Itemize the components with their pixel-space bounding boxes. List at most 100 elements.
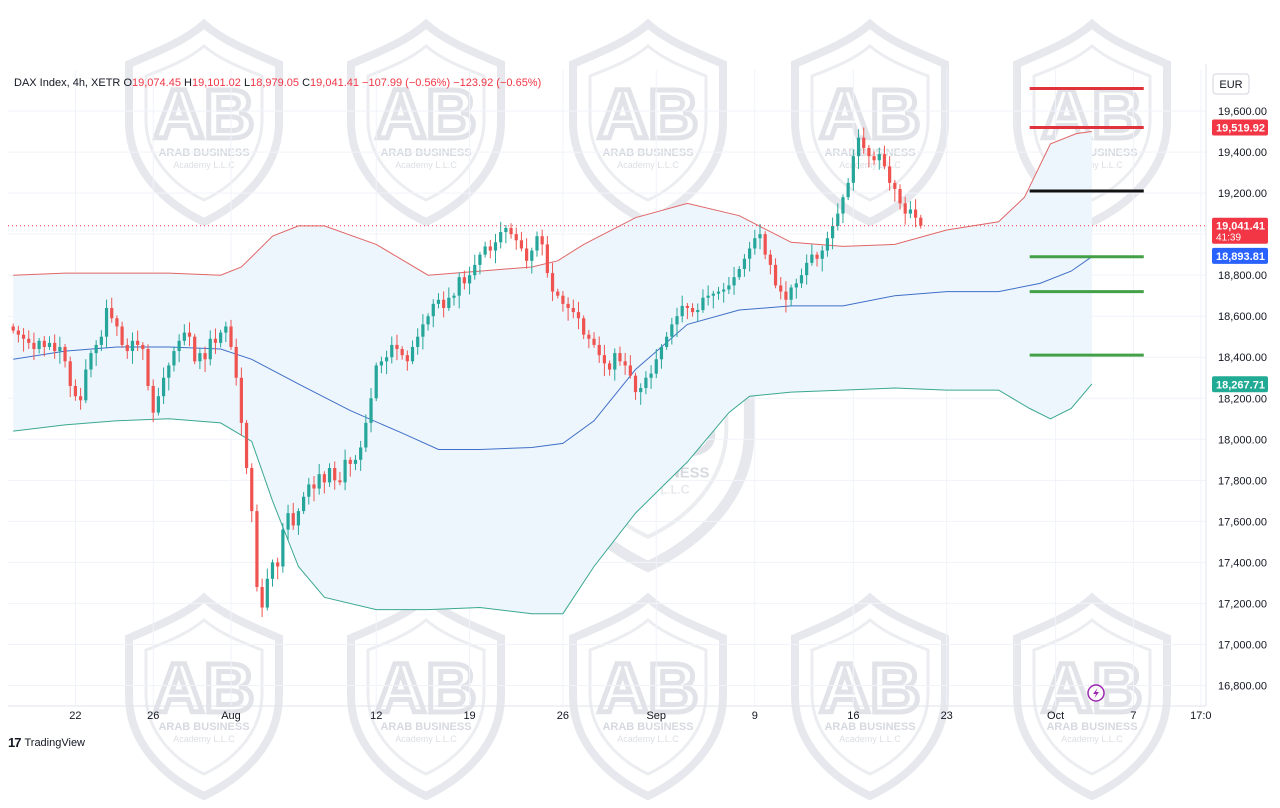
candle-up (156, 396, 161, 413)
candle-down (602, 355, 607, 364)
candle-down (120, 326, 124, 345)
x-tick-label: 7 (1130, 710, 1136, 722)
candle-up (94, 344, 98, 354)
watermark-subtext: Academy L.L.C (395, 160, 457, 170)
candle-up (810, 254, 814, 263)
symbol-title[interactable]: DAX Index, 4h, XETR (14, 77, 121, 89)
currency-box (1212, 73, 1250, 95)
candle-down (291, 513, 295, 526)
candle-down (628, 365, 632, 376)
candle-down (872, 156, 876, 161)
watermark-subtext: Academy L.L.C (173, 160, 235, 170)
candlestick-series (8, 127, 1206, 617)
candle-up (675, 316, 679, 325)
watermark-logo-letters: AB (153, 75, 254, 153)
candle-down (903, 203, 907, 214)
x-tick-label: 12 (370, 710, 382, 722)
y-tick-label: 18,800.00 (1218, 270, 1267, 282)
change-value: −107.99 (−0.56%) (362, 77, 451, 89)
x-tick-label: Oct (1047, 710, 1064, 722)
price-tag-label: 18,267.71 (1216, 379, 1265, 391)
candle-up (530, 250, 534, 261)
x-tick-label: 23 (941, 710, 953, 722)
open-label: O (123, 77, 133, 89)
candle-down (125, 344, 129, 352)
candle-up (659, 346, 664, 360)
x-tick-label: Sep (646, 710, 666, 722)
x-tick-label: 9 (752, 710, 758, 722)
time-axis[interactable]: 22 26 Aug 12 19 26 Sep 9 16 23 Oct 7 17:0 (69, 684, 1212, 722)
y-tick-label: 17,400.00 (1218, 557, 1267, 569)
candle-down (597, 344, 601, 356)
candle-down (213, 338, 218, 343)
tradingview-brand[interactable]: 17 TradingView (8, 735, 85, 750)
candle-up (296, 511, 301, 526)
bollinger-lower-line (13, 383, 1093, 615)
candle-up (483, 246, 487, 255)
candle-up (670, 324, 674, 337)
y-tick-label: 17,200.00 (1218, 598, 1267, 610)
candle-up (219, 332, 223, 343)
candle-up (307, 484, 311, 497)
candle-down (229, 326, 233, 347)
price-tag-label: 19,041.41 (1216, 221, 1265, 233)
candle-up (825, 238, 830, 251)
candle-up (421, 324, 425, 337)
candle-up (856, 137, 861, 157)
candle-down (773, 264, 778, 286)
candle-down (21, 334, 26, 339)
price-tag-label: 19,519.92 (1216, 122, 1265, 134)
candle-up (701, 297, 705, 311)
candle-down (690, 307, 695, 313)
candle-up (830, 225, 835, 239)
tradingview-logo-icon: 17 (8, 735, 22, 750)
candle-down (151, 385, 155, 413)
candle-down (136, 340, 140, 345)
candle-down (514, 234, 518, 241)
candle-up (369, 398, 373, 423)
candle-up (727, 285, 731, 290)
candle-up (359, 447, 363, 460)
candle-up (846, 182, 850, 198)
candle-down (203, 353, 207, 360)
candle-down (561, 295, 565, 304)
price-tag-label: 18,893.81 (1216, 251, 1265, 263)
candle-up (302, 496, 306, 512)
price-tag-box (1212, 119, 1268, 136)
watermark-text: ARAB BUSINESS (602, 721, 693, 733)
lightning-icon (1087, 684, 1105, 702)
candle-up (270, 562, 275, 579)
x-tick-label: 26 (557, 710, 569, 722)
candle-up (84, 369, 88, 401)
candle-down (42, 340, 46, 347)
currency-label: EUR (1219, 79, 1242, 91)
x-tick-label: Aug (221, 710, 241, 722)
candle-up (281, 529, 285, 567)
candle-up (286, 513, 290, 530)
candle-up (499, 232, 503, 243)
candle-up (364, 422, 368, 448)
y-tick-label: 17,600.00 (1218, 516, 1267, 528)
tradingview-label: TradingView (24, 736, 86, 749)
candle-up (639, 388, 643, 393)
y-tick-label: 18,400.00 (1218, 352, 1267, 364)
candle-up (877, 154, 881, 161)
candle-up (353, 459, 358, 464)
candle-down (779, 285, 783, 292)
candle-up (696, 310, 700, 313)
candle-down (815, 254, 819, 259)
candle-down (462, 277, 466, 284)
watermark-subtext: Academy L.L.C (617, 160, 679, 170)
candle-down (255, 511, 259, 588)
candle-up (410, 346, 415, 362)
price-axis[interactable]: EUR19,600.0019,400.0019,200.0019,000.001… (8, 64, 1267, 707)
candle-up (504, 227, 508, 233)
candle-up (654, 359, 658, 374)
bollinger-upper-line (13, 131, 1092, 276)
candle-up (343, 459, 347, 483)
horizontal-levels[interactable] (1029, 86, 1144, 357)
watermark-subtext: Academy L.L.C (1061, 160, 1123, 170)
candle-up (820, 250, 824, 259)
